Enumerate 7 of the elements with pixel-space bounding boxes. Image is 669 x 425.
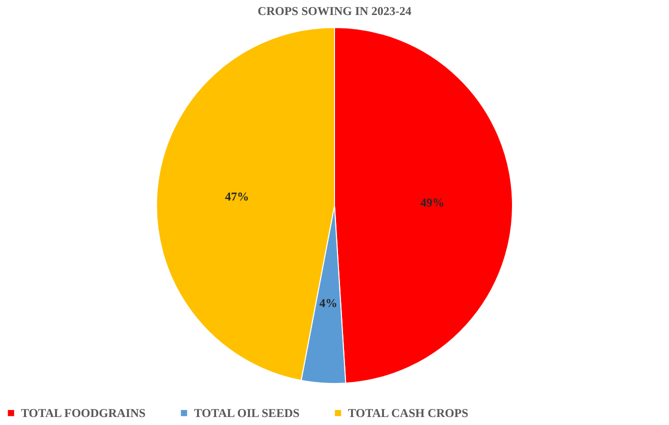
legend-label: TOTAL OIL SEEDS [194,406,300,420]
data-label: 49% [420,195,444,210]
legend-label: TOTAL CASH CROPS [348,406,469,420]
data-label: 4% [319,296,338,310]
chart-title: CROPS SOWING IN 2023-24 [258,4,412,18]
data-label: 47% [225,189,250,204]
legend-label: TOTAL FOODGRAINS [21,406,146,420]
